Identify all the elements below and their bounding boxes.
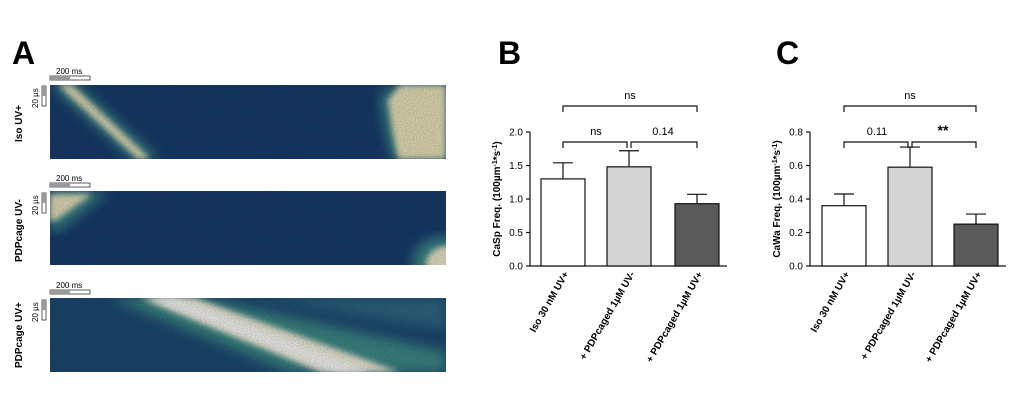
significance-bracket bbox=[911, 141, 977, 148]
y-tick-label: 0.2 bbox=[789, 228, 803, 239]
significance-label: 0.11 bbox=[867, 126, 888, 138]
bar-1 bbox=[821, 205, 867, 267]
significance-bracket bbox=[562, 105, 698, 112]
row-label-pdpcage-uv-minus: PDPcage UV- bbox=[14, 199, 25, 262]
y-axis-label: CaSp Freq. (100µm-1*s-1) bbox=[492, 141, 504, 257]
panel-letter: B bbox=[498, 35, 521, 71]
significance-bracket bbox=[630, 141, 698, 148]
panel-c-chart: C 0.0 0.2 0.4 0.6 0.8 CaWa Freq. (100µm-1*s-1)… bbox=[772, 35, 1006, 365]
y-tick-label: 0.5 bbox=[509, 228, 523, 239]
y-tick-label: 2.0 bbox=[509, 128, 523, 139]
significance-label: ns bbox=[904, 90, 916, 102]
y-axis-label: CaWa Freq. (100µm-1*s-1) bbox=[772, 140, 784, 257]
time-scale-fill bbox=[50, 290, 70, 294]
space-scale-fill bbox=[42, 300, 46, 310]
linescan-row-1: 200 ms 20 µs Iso UV+ bbox=[14, 67, 446, 159]
space-scale-fill bbox=[42, 86, 46, 96]
time-scale-label: 200 ms bbox=[56, 67, 82, 76]
linescan-image-1 bbox=[50, 85, 446, 159]
linescan-image-2 bbox=[50, 191, 446, 265]
significance-label: ns bbox=[590, 126, 602, 138]
time-scale-label: 200 ms bbox=[56, 174, 82, 183]
bar-2 bbox=[887, 166, 933, 267]
x-category-label: + PDPcaged 1µM UV+ bbox=[645, 270, 706, 365]
space-scale-fill bbox=[42, 193, 46, 203]
y-tick-label: 0.0 bbox=[789, 262, 803, 273]
y-tick-label: 0.4 bbox=[789, 195, 803, 206]
space-scale-label: 20 µs bbox=[31, 302, 40, 322]
y-tick-label: 0.0 bbox=[509, 262, 523, 273]
row-label-iso-uv-plus: Iso UV+ bbox=[14, 105, 25, 142]
linescan-row-3: 200 ms 20 µs PDPcage UV+ bbox=[14, 281, 446, 372]
significance-label: ns bbox=[624, 90, 636, 102]
bar-3 bbox=[674, 203, 720, 267]
panel-a-letter: A bbox=[12, 35, 35, 71]
panel-letter: C bbox=[776, 35, 799, 71]
significance-label: 0.14 bbox=[652, 126, 673, 138]
panel-a: A 200 ms 20 µs Iso UV+ 200 ms bbox=[12, 35, 446, 372]
x-category-label: Iso 30 nM UV+ bbox=[809, 270, 853, 335]
significance-bracket bbox=[843, 141, 909, 148]
panel-b-chart: B 0.0 0.5 1.0 1.5 2.0 CaSp Freq. (100µm-1*s-1)… bbox=[492, 35, 727, 365]
y-tick-label: 1.0 bbox=[509, 195, 523, 206]
significance-bracket bbox=[843, 105, 977, 112]
bar-3 bbox=[953, 223, 999, 267]
linescan-image-3 bbox=[50, 298, 446, 372]
x-category-label: + PDPcaged 1µM UV- bbox=[859, 270, 919, 362]
time-scale-label: 200 ms bbox=[56, 281, 82, 290]
time-scale-fill bbox=[50, 76, 70, 80]
x-category-label: + PDPcaged 1µM UV+ bbox=[924, 270, 985, 365]
significance-label: ** bbox=[938, 122, 949, 138]
y-tick-label: 0.6 bbox=[789, 161, 803, 172]
time-scale-fill bbox=[50, 183, 70, 187]
bar-2 bbox=[606, 166, 652, 267]
x-category-label: Iso 30 nM UV+ bbox=[528, 270, 572, 335]
bar-1 bbox=[540, 178, 586, 267]
x-category-label: + PDPcaged 1µM UV- bbox=[578, 270, 638, 362]
y-tick-label: 1.5 bbox=[509, 161, 523, 172]
y-tick-label: 0.8 bbox=[789, 128, 803, 139]
space-scale-label: 20 µs bbox=[31, 88, 40, 108]
row-label-pdpcage-uv-plus: PDPcage UV+ bbox=[14, 302, 25, 368]
significance-bracket bbox=[562, 141, 628, 148]
space-scale-label: 20 µs bbox=[31, 195, 40, 215]
linescan-row-2: 200 ms 20 µs PDPcage UV- bbox=[14, 174, 446, 265]
